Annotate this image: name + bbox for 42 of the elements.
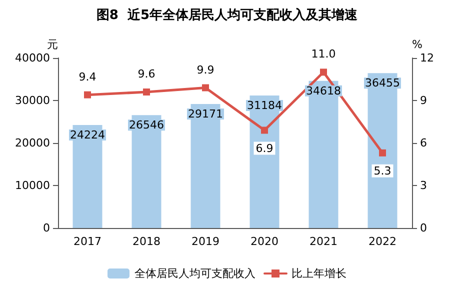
chart-title: 图8 近5年全体居民人均可支配收入及其增速 [96, 7, 359, 23]
data-label: 36455 [365, 76, 400, 90]
legend-label: 比上年增长 [292, 267, 346, 280]
point [84, 91, 91, 98]
data-label: 9.9 [196, 63, 214, 76]
x-tick-label: 2021 [310, 235, 338, 248]
bar [308, 80, 338, 228]
y2-tick-label: 6 [420, 136, 427, 150]
x-tick-label: 2018 [132, 235, 160, 248]
data-label: 9.4 [78, 70, 96, 84]
y2-tick-label: 12 [420, 52, 434, 64]
data-label: 11.0 [311, 48, 336, 61]
data-label: 31184 [247, 98, 282, 112]
y-tick-label: 0 [43, 222, 50, 234]
y2-axis-title: % [412, 38, 422, 51]
y-tick-label: 40000 [15, 52, 50, 64]
point [379, 149, 386, 156]
y2-tick-label: 3 [420, 179, 427, 192]
data-label: 5.3 [374, 164, 392, 178]
data-label: 26546 [129, 118, 164, 132]
point [320, 68, 327, 76]
x-tick-label: 2019 [192, 235, 220, 248]
y-tick-label: 20000 [15, 136, 50, 150]
x-tick-label: 2020 [250, 235, 278, 248]
data-label: 6.9 [256, 142, 274, 155]
data-label: 24224 [70, 128, 105, 142]
y2-tick-label: 0 [420, 222, 427, 234]
data-label: 9.6 [138, 68, 156, 80]
y2-tick-label: 9 [420, 94, 427, 107]
point [202, 84, 209, 92]
y-axis-title: 元 [47, 38, 58, 51]
point [261, 126, 268, 134]
point [143, 88, 150, 96]
data-label: 29171 [188, 108, 223, 121]
y-tick-label: 10000 [15, 179, 50, 192]
legend-label: 全体居民人均可支配收入 [134, 267, 256, 280]
y-tick-label: 30000 [15, 94, 50, 107]
bar [132, 115, 162, 228]
x-tick-label: 2022 [368, 235, 396, 248]
x-tick-label: 2017 [74, 235, 102, 248]
bar [190, 104, 220, 228]
data-label: 34618 [306, 84, 341, 98]
